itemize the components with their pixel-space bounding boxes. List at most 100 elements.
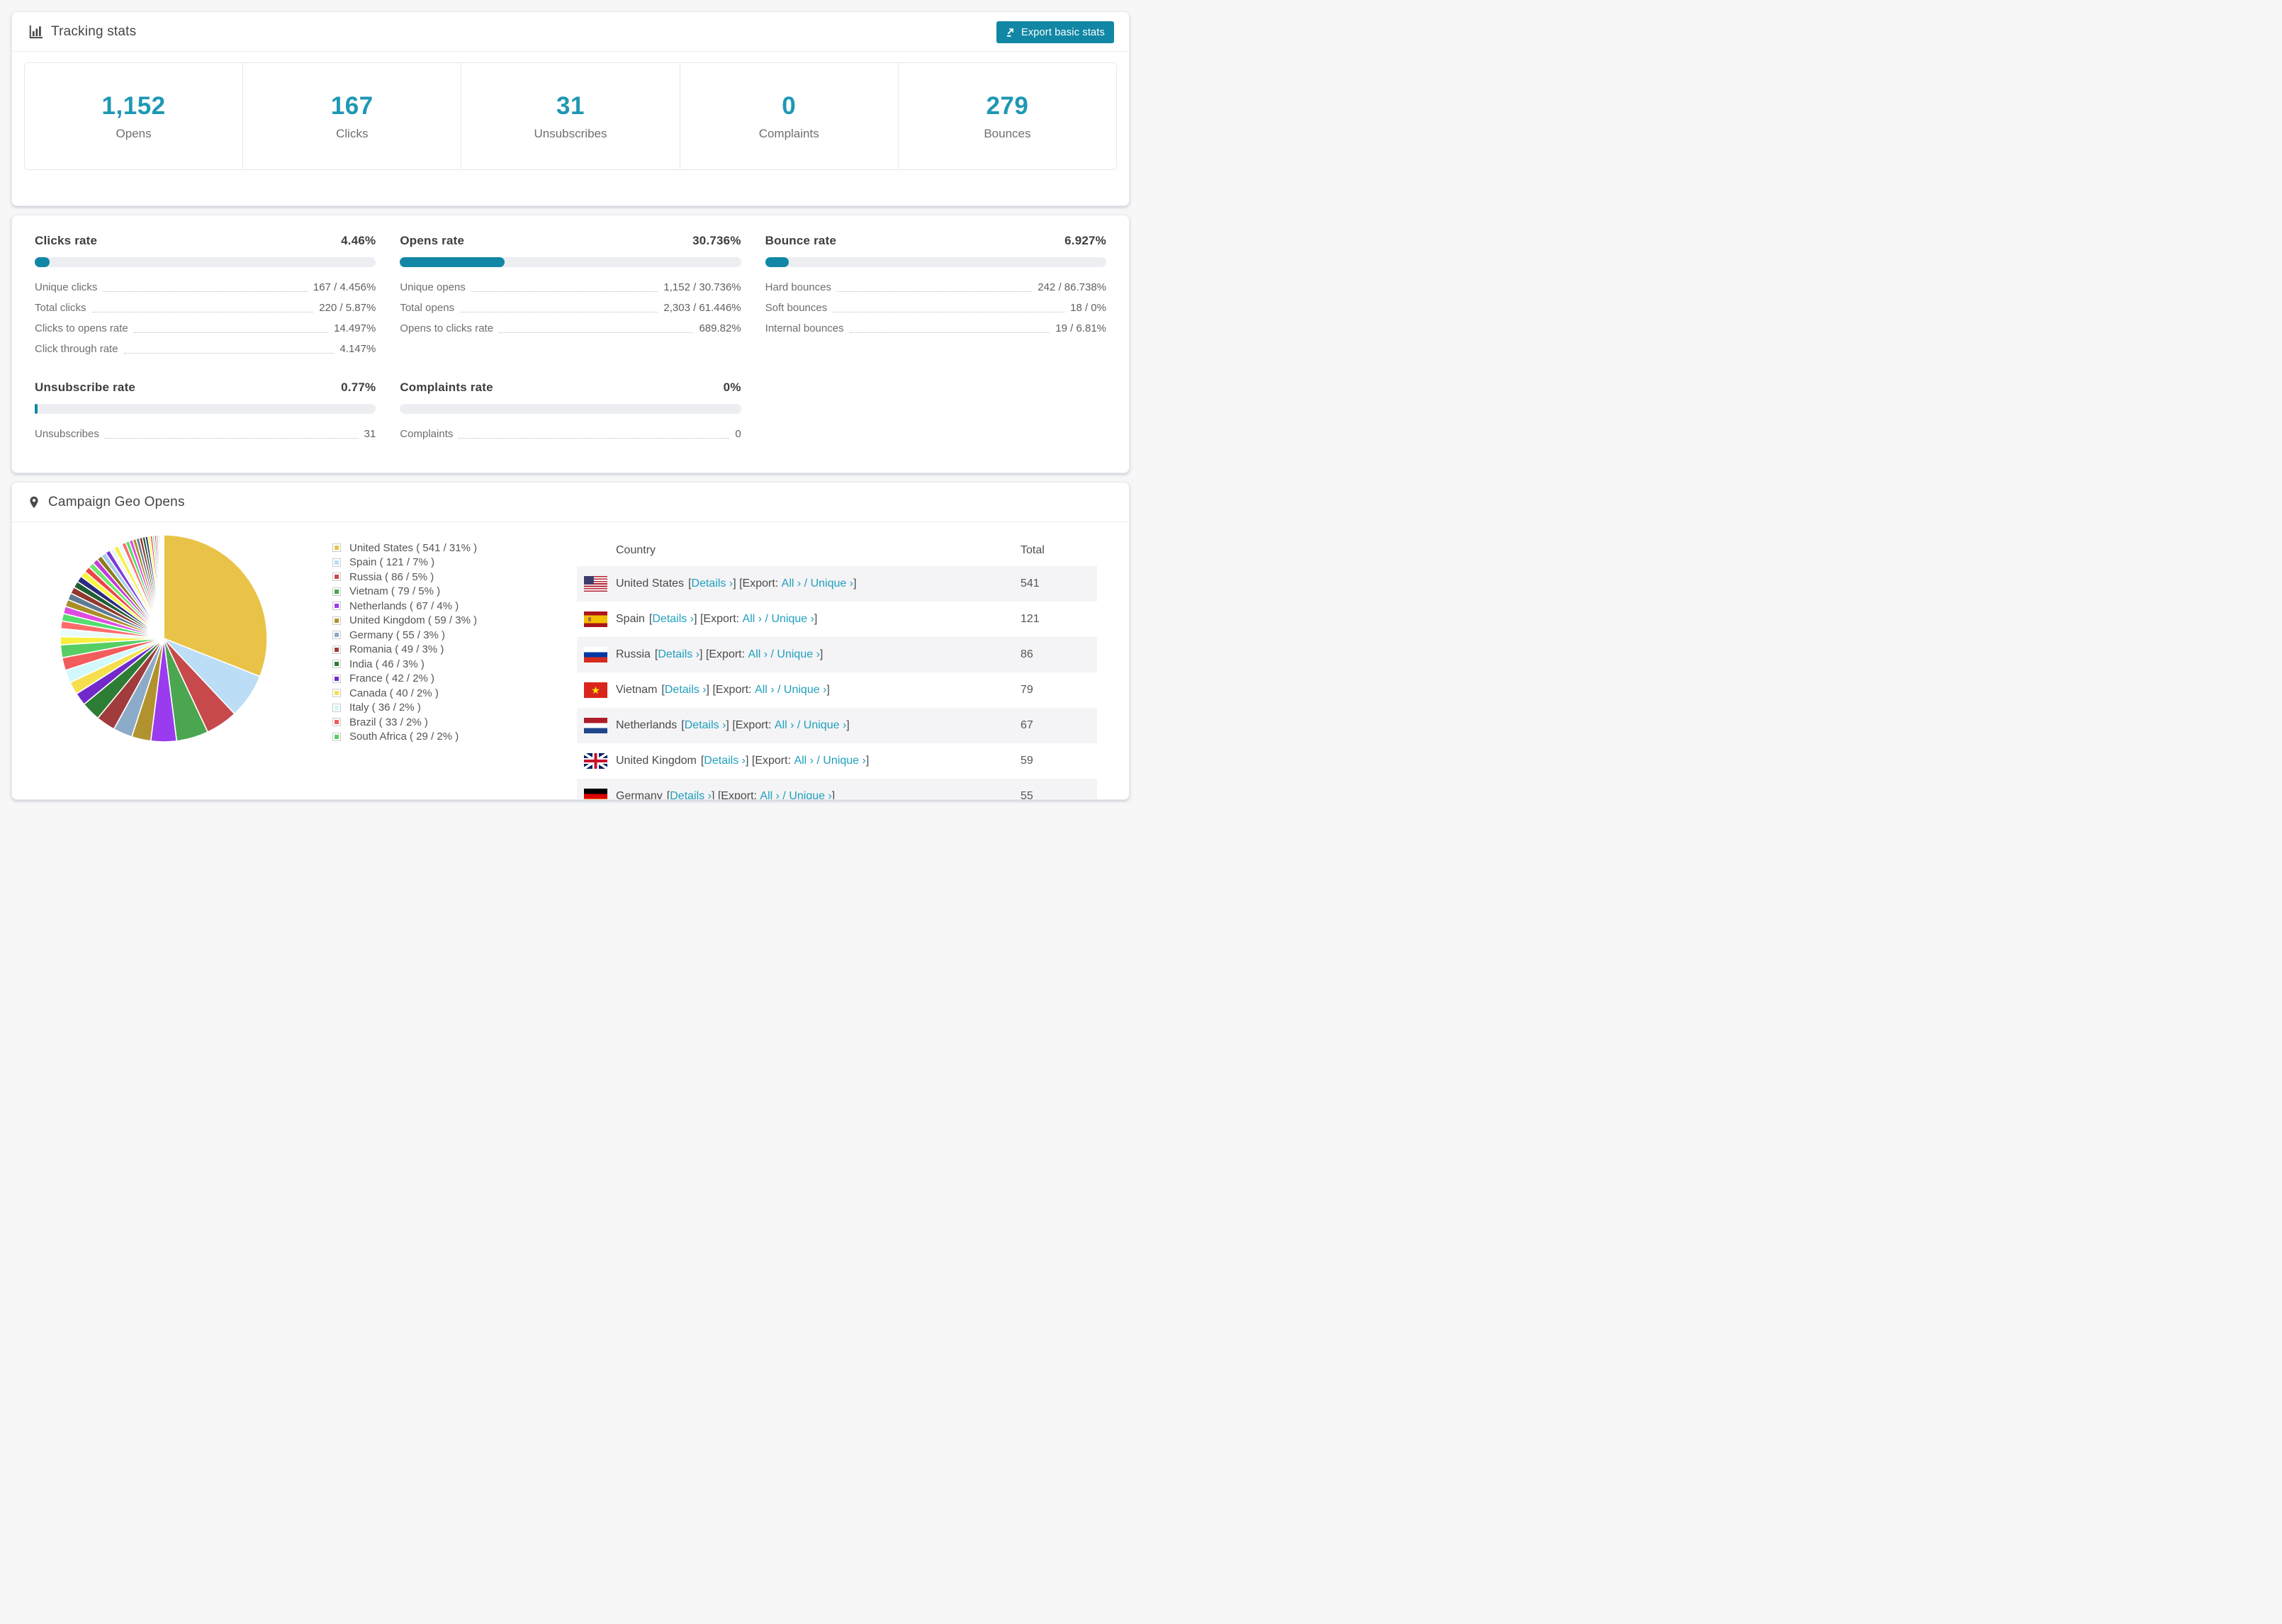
details-link[interactable]: Details › bbox=[658, 648, 700, 660]
legend-label: Germany ( 55 / 3% ) bbox=[349, 628, 446, 641]
legend-item: Canada ( 40 / 2% ) bbox=[332, 686, 510, 701]
export-all-link[interactable]: All › bbox=[755, 684, 775, 696]
country-name: United Kingdom bbox=[616, 755, 697, 767]
legend-label: Romania ( 49 / 3% ) bbox=[349, 643, 444, 656]
stat-row: Hard bounces 242 / 86.738% bbox=[765, 281, 1106, 293]
rate-title: Bounce rate bbox=[765, 234, 837, 247]
export-all-link[interactable]: All › bbox=[760, 790, 780, 800]
dotted-leader bbox=[104, 438, 359, 439]
export-all-link[interactable]: All › bbox=[742, 613, 763, 625]
legend-item: South Africa ( 29 / 2% ) bbox=[332, 730, 510, 745]
legend-label: South Africa ( 29 / 2% ) bbox=[349, 731, 459, 743]
export-all-link[interactable]: All › bbox=[748, 648, 768, 660]
legend-swatch bbox=[332, 689, 341, 698]
rate-title: Unsubscribe rate bbox=[35, 380, 136, 394]
details-link[interactable]: Details › bbox=[652, 613, 695, 625]
dotted-leader bbox=[123, 353, 335, 354]
stat-row: Click through rate 4.147% bbox=[35, 343, 376, 355]
stat-value: 0 bbox=[782, 91, 797, 120]
flag-icon-us bbox=[584, 576, 607, 592]
details-link[interactable]: Details › bbox=[684, 719, 726, 731]
legend-swatch bbox=[332, 602, 341, 611]
flag-icon-ru bbox=[584, 647, 607, 662]
geo-table: Country Total United States [Details ›] … bbox=[577, 535, 1097, 800]
stat-box-opens: 1,152 Opens bbox=[25, 63, 244, 169]
bar-chart-icon bbox=[29, 25, 43, 38]
stat-box-complaints: 0 Complaints bbox=[680, 63, 899, 169]
legend-swatch bbox=[332, 573, 341, 582]
details-link[interactable]: Details › bbox=[691, 577, 734, 590]
legend-label: Spain ( 121 / 7% ) bbox=[349, 556, 435, 569]
legend-label: Vietnam ( 79 / 5% ) bbox=[349, 585, 441, 598]
legend-swatch bbox=[332, 703, 341, 712]
export-unique-link[interactable]: Unique › bbox=[783, 684, 827, 696]
export-unique-link[interactable]: Unique › bbox=[771, 613, 814, 625]
legend-swatch bbox=[332, 674, 341, 683]
stat-row: Total clicks 220 / 5.87% bbox=[35, 302, 376, 314]
total-value: 55 bbox=[1021, 790, 1033, 800]
flag-icon-de bbox=[584, 789, 607, 799]
table-row-ru: Russia [Details ›] [Export: All › / Uniq… bbox=[577, 637, 1097, 672]
total-value: 541 bbox=[1021, 577, 1040, 590]
flag-icon-gb bbox=[584, 753, 607, 769]
column-country: Country bbox=[616, 544, 656, 556]
flag-icon-es bbox=[584, 611, 607, 627]
rate-block-complaints-rate: Complaints rate 0% Complaints 0 bbox=[400, 380, 741, 444]
export-unique-link[interactable]: Unique › bbox=[789, 790, 832, 800]
total-value: 86 bbox=[1021, 648, 1033, 660]
export-all-link[interactable]: All › bbox=[774, 719, 794, 731]
rates-card: Clicks rate 4.46% Unique clicks 167 / 4.… bbox=[11, 215, 1130, 473]
legend-label: United Kingdom ( 59 / 3% ) bbox=[349, 614, 478, 627]
dotted-leader bbox=[837, 291, 1033, 292]
details-link[interactable]: Details › bbox=[704, 755, 746, 767]
table-row-vn: Vietnam [Details ›] [Export: All › / Uni… bbox=[577, 672, 1097, 708]
dotted-leader bbox=[133, 332, 329, 333]
map-pin-icon bbox=[30, 496, 38, 508]
legend-label: Russia ( 86 / 5% ) bbox=[349, 570, 434, 583]
export-all-link[interactable]: All › bbox=[794, 755, 814, 767]
dotted-leader bbox=[499, 332, 694, 333]
progress-fill bbox=[765, 257, 789, 267]
legend-item: Russia ( 86 / 5% ) bbox=[332, 570, 510, 585]
export-unique-link[interactable]: Unique › bbox=[823, 755, 866, 767]
details-link[interactable]: Details › bbox=[664, 684, 707, 696]
export-all-link[interactable]: All › bbox=[781, 577, 802, 590]
export-unique-link[interactable]: Unique › bbox=[777, 648, 820, 660]
export-unique-link[interactable]: Unique › bbox=[810, 577, 854, 590]
country-name: Russia bbox=[616, 648, 651, 660]
legend-label: United States ( 541 / 31% ) bbox=[349, 541, 478, 554]
legend-item: Germany ( 55 / 3% ) bbox=[332, 628, 510, 643]
stat-label: Unsubscribes bbox=[534, 126, 607, 140]
legend-label: France ( 42 / 2% ) bbox=[349, 672, 435, 685]
total-value: 79 bbox=[1021, 684, 1033, 696]
progress-bar bbox=[35, 404, 376, 414]
rate-block-opens-rate: Opens rate 30.736% Unique opens 1,152 / … bbox=[400, 234, 741, 359]
rate-block-unsubscribe-rate: Unsubscribe rate 0.77% Unsubscribes 31 bbox=[35, 380, 376, 444]
column-total: Total bbox=[1021, 544, 1045, 556]
details-link[interactable]: Details › bbox=[670, 790, 712, 800]
stat-row: Total opens 2,303 / 61.446% bbox=[400, 302, 741, 314]
table-row-nl: Netherlands [Details ›] [Export: All › /… bbox=[577, 708, 1097, 743]
pie-slice[interactable] bbox=[163, 534, 268, 677]
stat-value: 167 bbox=[330, 91, 373, 120]
country-name: United States bbox=[616, 577, 685, 590]
geo-legend: United States ( 541 / 31% ) Spain ( 121 … bbox=[332, 541, 510, 744]
export-basic-stats-button[interactable]: Export basic stats bbox=[996, 21, 1114, 43]
stat-box-unsubscribes: 31 Unsubscribes bbox=[461, 63, 680, 169]
stat-label: Clicks bbox=[336, 126, 369, 140]
legend-swatch bbox=[332, 645, 341, 654]
stat-row: Opens to clicks rate 689.82% bbox=[400, 322, 741, 334]
legend-item: Vietnam ( 79 / 5% ) bbox=[332, 585, 510, 599]
tracking-stats-card: Tracking stats Export basic stats 1,152 … bbox=[11, 11, 1130, 206]
legend-label: Brazil ( 33 / 2% ) bbox=[349, 716, 428, 728]
stat-row: Unique opens 1,152 / 30.736% bbox=[400, 281, 741, 293]
stat-box-clicks: 167 Clicks bbox=[243, 63, 462, 169]
table-row-de: Germany [Details ›] [Export: All › / Uni… bbox=[577, 779, 1097, 800]
stat-box-bounces: 279 Bounces bbox=[899, 63, 1116, 169]
table-row-es: Spain [Details ›] [Export: All › / Uniqu… bbox=[577, 602, 1097, 637]
legend-label: Italy ( 36 / 2% ) bbox=[349, 701, 421, 714]
legend-item: Netherlands ( 67 / 4% ) bbox=[332, 599, 510, 614]
rate-value: 4.46% bbox=[341, 234, 376, 247]
progress-bar bbox=[35, 257, 376, 267]
export-unique-link[interactable]: Unique › bbox=[803, 719, 847, 731]
